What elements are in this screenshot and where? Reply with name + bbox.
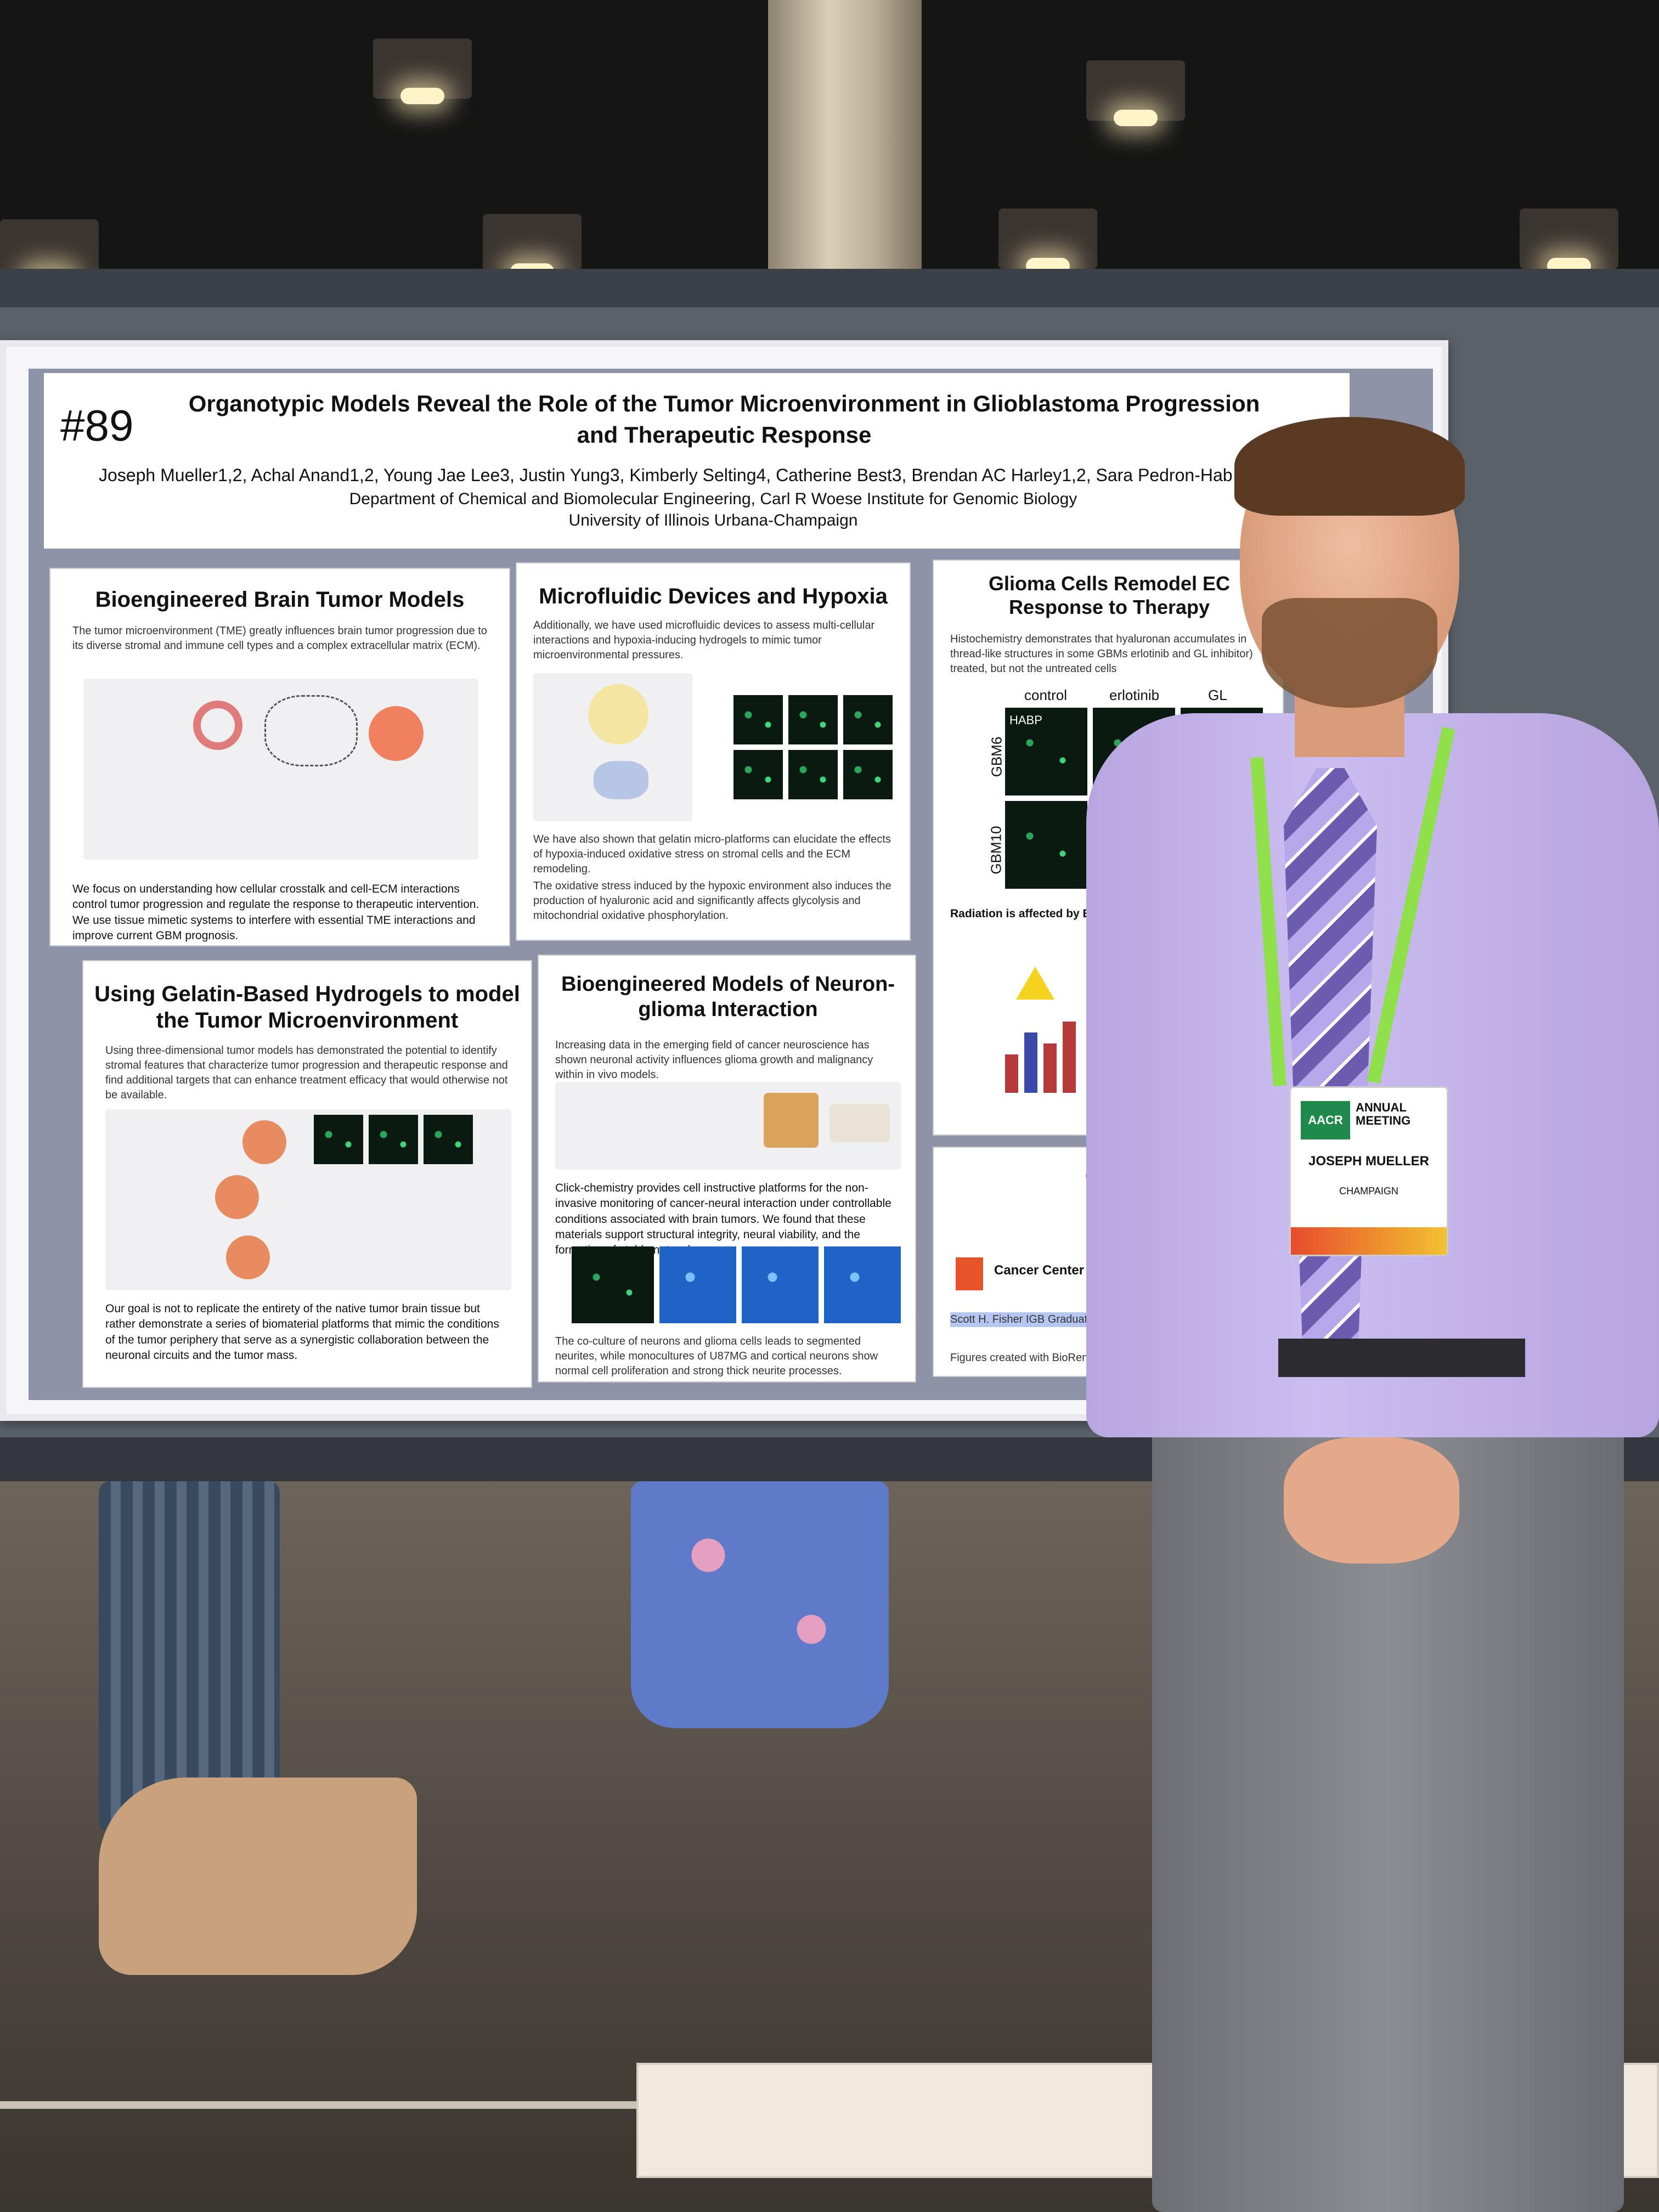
panel-microfluidic: Microfluidic Devices and Hypoxia Additio… <box>516 562 911 941</box>
microfluidic-diagram <box>533 673 692 821</box>
column-label-gl: GL <box>1208 687 1227 703</box>
poster-title: Organotypic Models Reveal the Role of th… <box>188 391 1260 448</box>
device-illustration <box>594 761 648 799</box>
panel-intro: Histochemistry demonstrates that hyaluro… <box>950 633 1253 675</box>
person-belt <box>1278 1339 1525 1377</box>
row-label-gbm6: GBM6 <box>988 736 1005 777</box>
radiation-icon <box>1016 967 1054 1000</box>
row-label-gbm10: GBM10 <box>988 826 1005 874</box>
micrograph <box>1005 708 1087 795</box>
hydrogel-illustration <box>226 1235 270 1279</box>
bar <box>1024 1032 1037 1093</box>
stain-label: HABP <box>1009 713 1042 727</box>
ecm-illustration <box>264 695 358 766</box>
person-beard <box>1262 598 1437 708</box>
affiliation-line-1: Department of Chemical and Biomolecular … <box>349 490 1077 508</box>
micrograph <box>314 1115 363 1164</box>
panel-intro: The tumor microenvironment (TME) greatly… <box>72 625 487 652</box>
micrograph <box>659 1246 736 1323</box>
hydrogel-illustration <box>764 1093 819 1148</box>
visitor-legs-middle <box>631 1481 889 1728</box>
micrograph <box>572 1246 654 1323</box>
ceiling-light <box>483 214 582 280</box>
column-label-control: control <box>1024 687 1068 703</box>
micrograph <box>369 1115 418 1164</box>
panel-hydrogels: Using Gelatin-Based Hydrogels to model t… <box>82 960 532 1388</box>
pillar <box>768 0 922 307</box>
micrograph <box>1005 801 1087 889</box>
person-hands <box>1284 1437 1459 1564</box>
panel-goal: Our goal is not to replicate the entiret… <box>105 1302 499 1362</box>
person-hair <box>1234 417 1465 516</box>
name-badge: AACR ANNUAL MEETING JOSEPH MUELLER CHAMP… <box>1289 1086 1448 1256</box>
tumor-cell-illustration <box>369 706 424 761</box>
vessel-illustration <box>193 701 242 750</box>
panel-title: Microfluidic Devices and Hypoxia <box>539 584 888 608</box>
panel-brain-tumor-models: Bioengineered Brain Tumor Models The tum… <box>49 568 510 946</box>
poster-number: #89 <box>60 401 134 450</box>
bar <box>1043 1043 1057 1093</box>
hydrogel-illustration <box>588 684 648 744</box>
micrograph <box>742 1246 819 1323</box>
figure-credit: Figures created with BioRender.com <box>950 1352 1127 1364</box>
ceiling-light <box>1086 60 1185 126</box>
micrograph <box>788 695 838 744</box>
panel-intro: Additionally, we have used microfluidic … <box>533 619 875 661</box>
panel-title: Bioengineered Brain Tumor Models <box>95 588 465 612</box>
ceiling-light <box>1520 208 1618 274</box>
hydrogel-figure <box>105 1109 511 1290</box>
panel-coculture: The co-culture of neurons and glioma cel… <box>555 1335 878 1377</box>
micrograph <box>843 750 893 799</box>
panel-intro: Using three-dimensional tumor models has… <box>105 1045 508 1101</box>
micrograph <box>733 695 783 744</box>
device-illustration <box>830 1104 890 1142</box>
panel-title: Glioma Cells Remodel EC Response to Ther… <box>988 572 1231 619</box>
visitor-legs-left <box>99 1481 280 1832</box>
micrograph <box>733 750 783 799</box>
visitor-sandal <box>99 1778 417 1975</box>
badge-stripe <box>1291 1227 1447 1255</box>
click-chemistry-figure <box>555 1082 901 1170</box>
badge-meeting: ANNUAL MEETING <box>1356 1101 1411 1128</box>
panel-title: Bioengineered Models of Neuron-glioma In… <box>561 973 895 1021</box>
bar <box>1063 1022 1076 1093</box>
ceiling-light <box>373 38 472 104</box>
poster-authors: Joseph Mueller1,2, Achal Anand1,2, Young… <box>99 465 1233 485</box>
badge-name: JOSEPH MUELLER <box>1308 1154 1430 1169</box>
tme-diagram <box>83 679 478 860</box>
panel-intro: Increasing data in the emerging field of… <box>555 1039 873 1081</box>
bar <box>1005 1054 1018 1093</box>
column-label-erlotinib: erlotinib <box>1109 687 1160 703</box>
panel-body-1: We have also shown that gelatin micro-pl… <box>533 833 891 875</box>
micrograph <box>424 1115 473 1164</box>
ceiling-light <box>998 208 1097 274</box>
panel-neuron-glioma: Bioengineered Models of Neuron-glioma In… <box>538 955 916 1383</box>
affiliation-line-2: University of Illinois Urbana-Champaign <box>568 511 858 529</box>
poster-board-frame <box>0 269 1659 307</box>
micrograph <box>824 1246 901 1323</box>
badge-city: CHAMPAIGN <box>1339 1186 1398 1197</box>
panel-body-2: The oxidative stress induced by the hypo… <box>533 880 891 922</box>
micrograph <box>843 695 893 744</box>
hydrogel-illustration <box>215 1175 259 1219</box>
micrograph <box>788 750 838 799</box>
badge-logo: AACR <box>1301 1101 1350 1139</box>
hydrogel-illustration <box>242 1120 286 1164</box>
poster-affiliation: Department of Chemical and Biomolecular … <box>219 488 1207 531</box>
panel-title: Using Gelatin-Based Hydrogels to model t… <box>94 982 520 1032</box>
radiation-note: Radiation is affected by ECM <box>950 907 1109 920</box>
illinois-logo <box>956 1257 983 1290</box>
poster-header <box>44 373 1350 549</box>
panel-focus: We focus on understanding how cellular c… <box>72 883 479 943</box>
